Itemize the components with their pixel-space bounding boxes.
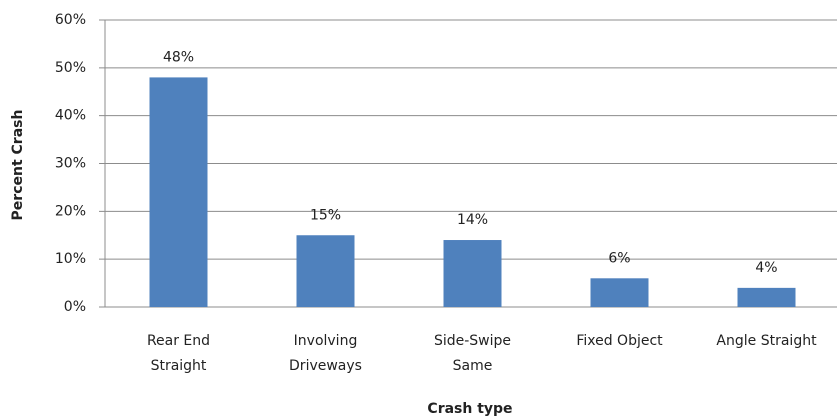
- y-tick-label: 0%: [64, 299, 86, 315]
- data-label: 14%: [457, 212, 488, 228]
- y-tick-label: 50%: [55, 60, 86, 76]
- data-label: 15%: [310, 207, 341, 223]
- x-tick-label: Angle Straight: [716, 333, 817, 349]
- y-tick-label: 40%: [55, 108, 86, 124]
- bar: [296, 235, 355, 307]
- data-label: 4%: [755, 260, 777, 276]
- data-label: 48%: [163, 49, 194, 65]
- x-tick-label: Fixed Object: [576, 333, 663, 349]
- bar: [737, 287, 796, 307]
- bar: [590, 278, 649, 307]
- y-tick-label: 30%: [55, 156, 86, 172]
- y-tick-label: 20%: [55, 203, 86, 219]
- bar: [149, 77, 208, 308]
- data-label: 6%: [608, 250, 630, 266]
- bar: [443, 240, 502, 307]
- y-tick-label: 10%: [55, 251, 86, 267]
- x-axis-title: Crash type: [427, 401, 512, 417]
- x-tick-label: Rear End Straight: [147, 333, 210, 374]
- x-tick-label: Involving Driveways: [289, 333, 362, 374]
- y-tick-label: 60%: [55, 12, 86, 28]
- y-axis-title: Percent Crash: [10, 110, 26, 221]
- x-tick-label: Side-Swipe Same: [434, 333, 511, 374]
